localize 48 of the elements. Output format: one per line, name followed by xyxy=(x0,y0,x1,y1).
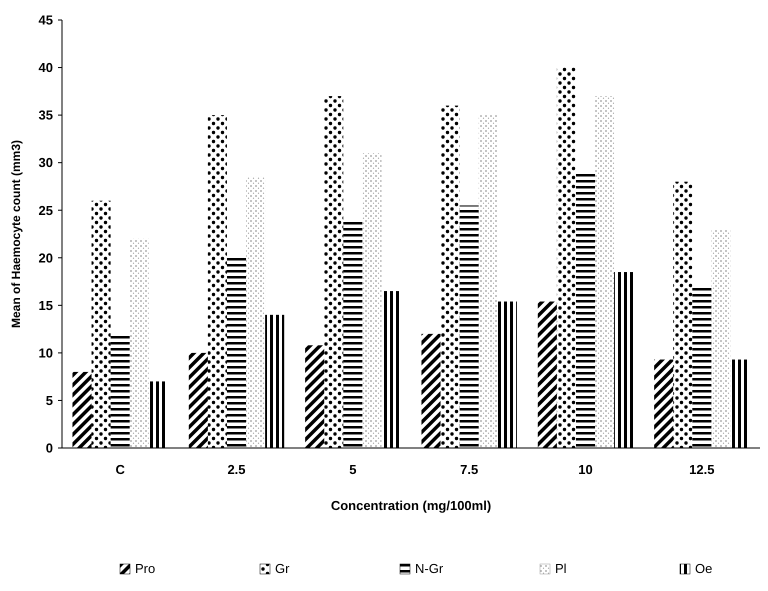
bar xyxy=(614,272,634,448)
bar xyxy=(362,153,382,448)
y-tick-label: 40 xyxy=(38,60,53,76)
bar xyxy=(324,96,344,448)
bar xyxy=(72,372,92,448)
legend-label: N-Gr xyxy=(415,561,444,576)
bar xyxy=(246,176,266,448)
bar xyxy=(440,106,460,448)
y-tick-label: 0 xyxy=(46,440,53,456)
x-tick-label: 10 xyxy=(578,462,593,477)
bar xyxy=(92,200,111,448)
bar xyxy=(595,96,614,448)
bar xyxy=(460,205,479,448)
bar xyxy=(654,360,674,448)
x-tick-label: 2.5 xyxy=(227,462,246,477)
bar xyxy=(673,182,692,448)
bar xyxy=(556,68,576,448)
legend-label: Pro xyxy=(135,561,156,576)
y-tick-label: 5 xyxy=(46,392,53,408)
legend-label: Gr xyxy=(275,561,290,576)
bar xyxy=(538,302,557,448)
x-tick-label: 12.5 xyxy=(689,462,714,477)
y-tick-label: 30 xyxy=(38,155,53,170)
bar xyxy=(265,314,284,448)
x-tick-label: C xyxy=(115,462,126,477)
bar xyxy=(498,302,517,448)
y-tick-label: 20 xyxy=(38,250,53,266)
y-tick-label: 45 xyxy=(38,12,53,28)
bar xyxy=(208,115,227,448)
bar xyxy=(305,345,324,448)
bar xyxy=(576,172,596,448)
y-tick-label: 15 xyxy=(38,298,53,313)
y-tick-label: 10 xyxy=(38,345,53,360)
y-tick-label: 35 xyxy=(38,108,53,123)
legend-label: Pl xyxy=(555,561,567,576)
bar xyxy=(421,334,441,448)
legend-label: Oe xyxy=(695,561,712,576)
bar xyxy=(711,229,730,448)
x-tick-label: 5 xyxy=(349,462,356,477)
x-axis-title: Concentration (mg/100ml) xyxy=(330,498,492,513)
y-axis-title: Mean of Haemocyte count (mm3) xyxy=(9,140,23,328)
bar xyxy=(130,238,149,448)
bar xyxy=(692,286,712,448)
bar xyxy=(478,115,498,448)
bar xyxy=(226,258,246,448)
x-tick-label: 7.5 xyxy=(460,462,478,477)
y-tick-label: 25 xyxy=(38,202,53,218)
bar xyxy=(188,352,208,448)
